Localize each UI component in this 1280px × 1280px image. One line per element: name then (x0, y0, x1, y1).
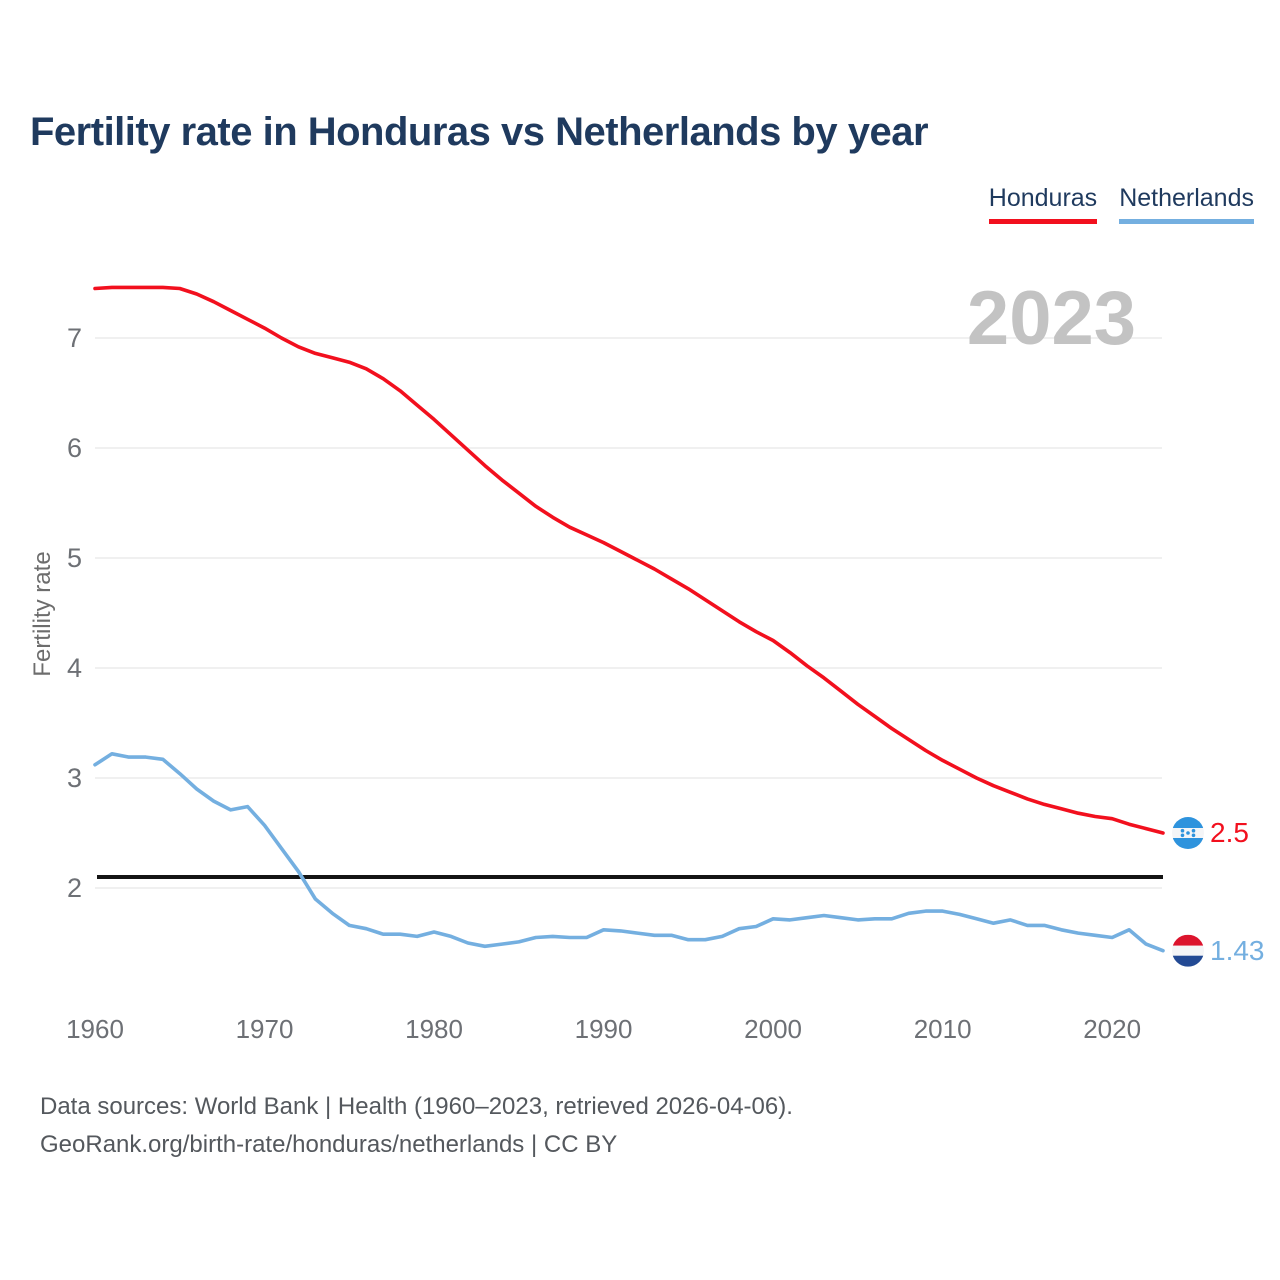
y-tick-label: 5 (66, 543, 82, 573)
gridlines (95, 337, 1162, 889)
y-tick-label: 3 (66, 763, 82, 793)
legend-item-honduras[interactable]: Honduras (988, 184, 1098, 224)
footer: Data sources: World Bank | Health (1960–… (40, 1088, 793, 1164)
x-tick-label: 2020 (1083, 1014, 1142, 1044)
honduras-end-value: 2.5 (1210, 817, 1249, 848)
x-tick-label: 2010 (913, 1014, 972, 1044)
footer-line-1: Data sources: World Bank | Health (1960–… (40, 1093, 793, 1120)
watermark-year: 2023 (967, 276, 1136, 361)
x-tick-label: 1980 (405, 1014, 463, 1044)
legend-item-netherlands[interactable]: Netherlands (1119, 184, 1254, 224)
x-tick-label: 1970 (235, 1014, 294, 1044)
honduras-line (93, 285, 1165, 835)
netherlands-end-value: 1.43 (1210, 934, 1265, 966)
x-tick-label: 1960 (66, 1014, 124, 1044)
footer-line-2: GeoRank.org/birth-rate/honduras/netherla… (40, 1131, 618, 1158)
y-tick-label: 2 (66, 873, 82, 903)
y-tick-label: 7 (66, 323, 82, 353)
netherlands-flag-icon (1172, 934, 1204, 967)
netherlands-line (93, 751, 1165, 953)
x-tick-label: 1990 (574, 1014, 633, 1044)
x-tick-label: 2000 (744, 1014, 803, 1044)
legend: Honduras Netherlands (988, 184, 1254, 224)
y-tick-label: 6 (66, 433, 82, 463)
y-tick-label: 4 (66, 653, 82, 683)
honduras-flag-icon (1172, 817, 1204, 849)
chart-title: Fertility rate in Honduras vs Netherland… (30, 110, 929, 154)
